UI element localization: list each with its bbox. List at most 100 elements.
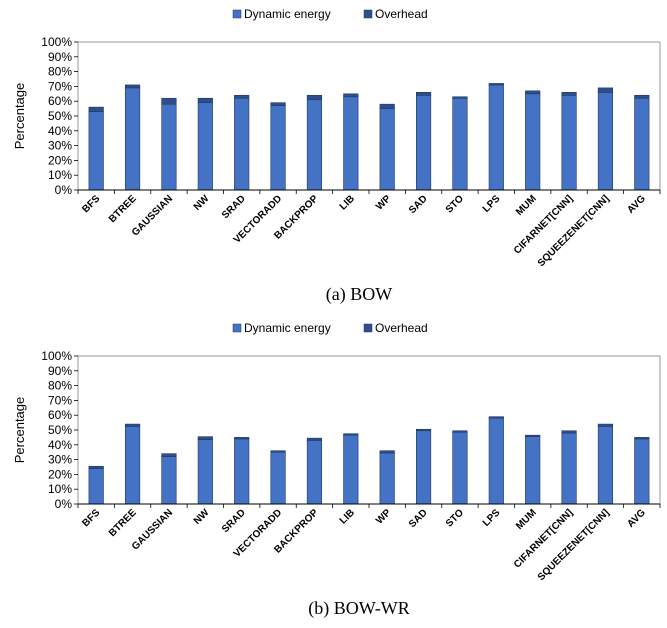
bow-wr-bar-overhead-nw (197, 436, 213, 440)
bow-wr-bar-overhead-lib (343, 433, 359, 436)
bow-wr-x-tick-label: SQUEEZENET[CNN] (536, 507, 612, 583)
bow-wr-bar-overhead-lps (488, 416, 504, 419)
bow-wr-y-tick-label: 70% (48, 393, 72, 407)
bow-bar-overhead-nw (197, 97, 213, 103)
bow-wr-y-tick-label: 40% (48, 438, 72, 452)
figure-bow: Dynamic energy Overhead 0% 10% 20% 30% 40% 50% 6… (12, 7, 661, 305)
bow-y-tick-label: 100% (41, 35, 72, 49)
bow-bar-overhead-srad (234, 94, 250, 99)
bow-wr-bar-overhead-squeezenet-cnn- (597, 423, 614, 427)
bow-bar-overhead-sto (452, 96, 468, 99)
bow-wr-bar-dynamic-vectoradd (270, 451, 286, 505)
bow-bar-overhead-gaussian (161, 97, 177, 105)
bow-bar-overhead-wp (379, 103, 395, 109)
bow-bar-overhead-sad (415, 92, 432, 96)
bow-x-tick-label: LPS (481, 193, 503, 215)
bow-bar-overhead-bfs (88, 106, 104, 112)
bow-wr-bar-dynamic-nw (197, 439, 213, 505)
bow-wr-x-tick-label: LIB (338, 507, 357, 526)
bow-bar-dynamic-lps (488, 84, 504, 191)
bow-wr-y-tick-label: 60% (48, 408, 72, 422)
bow-bar-overhead-cifarnet-cnn- (561, 92, 577, 96)
bow-wr-bar-dynamic-btree (124, 426, 141, 505)
bow-bar-dynamic-sto (452, 97, 468, 191)
bow-bar-dynamic-bfs (88, 111, 104, 191)
bow-bar-dynamic-srad (234, 97, 250, 191)
bow-caption: (a) BOW (326, 284, 392, 305)
bow-wr-bar-overhead-backprop (306, 437, 323, 441)
bow-wr-x-tick-label: SRAD (220, 507, 248, 535)
bow-bar-overhead-avg (634, 94, 650, 99)
bow-wr-bar-dynamic-backprop (306, 440, 323, 505)
bow-y-tick-label: 40% (48, 124, 72, 138)
bow-wr-legend: Dynamic energy Overhead (232, 321, 428, 335)
bow-y-axis-label: Percentage (12, 83, 27, 150)
bow-bar-dynamic-sad (415, 94, 432, 191)
bow-wr-bar-dynamic-squeezenet-cnn- (597, 426, 614, 505)
bow-bar-dynamic-btree (124, 87, 141, 191)
bow-x-tick-label: SRAD (220, 193, 248, 221)
bow-wr-y-tick-label: 90% (48, 364, 72, 378)
bow-wr-y-tick-label: 80% (48, 379, 72, 393)
bow-wr-bar-overhead-gaussian (161, 453, 177, 457)
bow-legend-swatch-dynamic (232, 9, 242, 19)
bow-y-tick-label: 90% (48, 50, 72, 64)
bow-x-tick-label: WP (374, 193, 393, 212)
bow-wr-x-tick-label: AVG (625, 507, 648, 530)
bow-wr-bar-dynamic-bfs (88, 468, 104, 505)
bow-x-tick-label: BFS (80, 193, 102, 215)
bow-wr-bar-dynamic-lps (488, 417, 504, 505)
bow-wr-y-axis-label: Percentage (12, 397, 27, 464)
bow-wr-y-tick-label: 0% (55, 497, 73, 511)
bow-x-tick-label: STO (444, 193, 466, 215)
bow-wr-bar-dynamic-cifarnet-cnn- (561, 432, 577, 505)
bow-bar-dynamic-avg (634, 97, 650, 191)
bow-wr-bar-dynamic-sad (415, 430, 432, 505)
bow-legend-swatch-overhead (363, 9, 373, 19)
bow-wr-bar-dynamic-sto (452, 431, 468, 505)
bow-wr-x-tick-label: NW (192, 507, 212, 527)
bow-wr-x-tick-label: MUM (514, 507, 539, 532)
bow-x-tick-label: MUM (514, 193, 539, 218)
bow-wr-stacked-bar-chart: Dynamic energy Overhead 0%10%20%30%40%50%6… (12, 321, 661, 619)
bow-bar-dynamic-lib (343, 96, 359, 191)
bow-legend-label-overhead: Overhead (375, 7, 428, 21)
bow-wr-bar-overhead-mum (525, 434, 541, 437)
bow-wr-y-tick-label: 30% (48, 453, 72, 467)
bow-y-tick-label: 0% (55, 183, 73, 197)
bow-wr-bar-overhead-sad (415, 428, 432, 432)
bow-wr-caption: (b) BOW-WR (308, 598, 409, 619)
bow-y-tick-label: 10% (48, 168, 72, 182)
bow-legend-label-dynamic: Dynamic energy (244, 7, 331, 21)
bow-bar-dynamic-wp (379, 108, 395, 191)
bow-wr-y-tick-label: 100% (41, 349, 72, 363)
bow-wr-x-tick-label: LPS (481, 507, 503, 529)
bow-x-tick-label: SAD (407, 193, 430, 216)
bow-wr-bar-dynamic-wp (379, 452, 395, 505)
figure-bow-wr: Dynamic energy Overhead 0% 10% 20% 30% 40% 50% 6… (0, 314, 667, 628)
bow-wr-x-tick-label: BFS (80, 507, 102, 529)
bow-wr-y-tick-label: 20% (48, 467, 72, 481)
bow-bar-dynamic-gaussian (161, 103, 177, 191)
bow-wr-y-tick-label: 50% (48, 423, 72, 437)
bow-wr-bar-dynamic-lib (343, 434, 359, 505)
bow-bar-overhead-backprop (306, 94, 323, 101)
bow-wr-bar-overhead-vectoradd (270, 450, 286, 453)
bow-wr-bar-dynamic-mum (525, 436, 541, 505)
bow-wr-x-tick-label: WP (374, 507, 393, 526)
bow-bar-dynamic-vectoradd (270, 105, 286, 191)
bow-bar-overhead-vectoradd (270, 102, 286, 106)
bow-legend: Dynamic energy Overhead (232, 7, 428, 21)
bow-x-tick-label: BTREE (107, 193, 139, 225)
bow-y-tick-label: 80% (48, 65, 72, 79)
bow-wr-bar-overhead-bfs (88, 465, 104, 469)
bow-wr-x-tick-label: SAD (407, 507, 430, 530)
bow-y-tick-label: 30% (48, 139, 72, 153)
bow-wr-legend-label-overhead: Overhead (375, 321, 428, 335)
bow-x-tick-label: SQUEEZENET[CNN] (536, 193, 612, 269)
bow-y-tick-label: 60% (48, 94, 72, 108)
bow-bar-dynamic-nw (197, 102, 213, 191)
bow-bar-dynamic-squeezenet-cnn- (597, 92, 614, 191)
bow-bar-overhead-btree (124, 84, 141, 89)
bow-wr-bar-overhead-cifarnet-cnn- (561, 430, 577, 434)
